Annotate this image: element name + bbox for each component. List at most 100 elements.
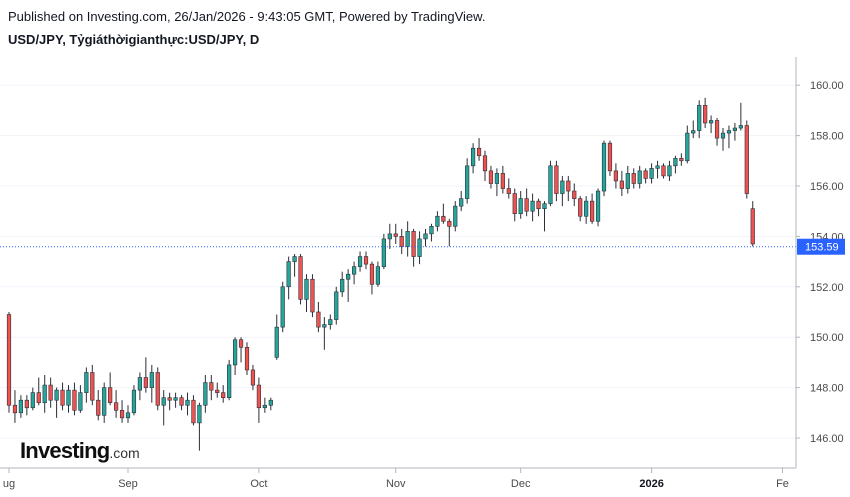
candle-down — [316, 301, 321, 333]
candle-body — [167, 397, 172, 401]
candle-body — [24, 399, 29, 409]
candle-body — [131, 389, 137, 414]
candle-up — [435, 211, 440, 232]
candle-body — [256, 384, 262, 409]
candle-up — [548, 160, 553, 207]
candle-up — [625, 165, 630, 194]
candle-body — [322, 324, 327, 328]
candle-body — [268, 399, 273, 406]
candle-body — [292, 256, 297, 262]
candle-body — [363, 256, 369, 265]
candle-up — [292, 254, 297, 277]
candle-body — [393, 233, 398, 237]
candle-down — [411, 228, 416, 267]
candle-body — [708, 120, 714, 124]
x-tick-label: Oct — [250, 478, 267, 490]
candle-body — [744, 125, 749, 194]
chart-title: USD/JPY, Tỷgiáthờigianthực:USD/JPY, D — [8, 32, 260, 47]
candle-body — [310, 278, 315, 313]
candle-down — [256, 377, 262, 423]
candle-up — [137, 372, 143, 401]
candle-down — [238, 337, 244, 363]
candle-up — [518, 191, 523, 219]
candle-up — [334, 286, 339, 325]
candle-body — [340, 278, 345, 293]
candle-down — [631, 168, 636, 189]
candle-body — [369, 263, 375, 285]
candle-body — [375, 266, 381, 285]
candle-body — [476, 147, 482, 157]
candle-up — [268, 397, 273, 411]
candle-down — [12, 390, 18, 423]
candle-down — [119, 400, 125, 423]
candle-body — [54, 389, 59, 401]
candle-body — [637, 170, 642, 184]
candle-body — [697, 105, 702, 131]
candle-body — [554, 165, 559, 194]
candle-body — [685, 132, 690, 162]
y-tick-label: 150.00 — [810, 332, 844, 344]
candle-down — [488, 165, 494, 189]
time-axis[interactable]: ug Sep Oct Nov Dec 2026 Fe — [3, 468, 789, 490]
x-tick-label: Fe — [776, 478, 789, 490]
candle-up — [685, 125, 690, 164]
candle-down — [500, 165, 505, 194]
candle-down — [221, 385, 226, 403]
candle-down — [441, 203, 446, 224]
candle-up — [375, 261, 381, 287]
candle-up — [423, 228, 428, 247]
candle-down — [572, 183, 577, 207]
candle-up — [381, 233, 386, 270]
candle-down — [167, 392, 172, 411]
candle-up — [720, 128, 726, 151]
candle-body — [601, 142, 607, 192]
candle-body — [280, 286, 285, 328]
candle-up — [131, 385, 137, 416]
candle-body — [78, 392, 83, 411]
candle-down — [143, 357, 148, 393]
candle-body — [227, 364, 232, 398]
candle-up — [340, 271, 345, 297]
candle-body — [149, 372, 154, 388]
candle-down — [536, 198, 541, 217]
candle-body — [631, 173, 636, 184]
price-axis[interactable]: 146.00148.00150.00152.00154.00156.00158.… — [796, 80, 844, 445]
candle-body — [233, 339, 238, 366]
y-tick-label: 160.00 — [810, 80, 844, 92]
candle-body — [482, 155, 488, 172]
candle-up — [30, 387, 35, 411]
candle-body — [381, 238, 386, 267]
x-tick-label: Nov — [386, 478, 406, 490]
candle-up — [601, 140, 607, 197]
candle-body — [66, 389, 71, 406]
candle-body — [191, 399, 196, 424]
candle-down — [363, 251, 369, 270]
candle-up — [637, 165, 642, 189]
candle-up — [465, 158, 470, 204]
candle-body — [405, 231, 410, 247]
y-tick-label: 152.00 — [810, 282, 844, 294]
candle-up — [66, 385, 71, 413]
current-price-label: 153.59 — [797, 238, 845, 255]
candle-down — [369, 261, 375, 295]
candle-up — [102, 382, 107, 423]
candle-body — [459, 198, 464, 207]
candle-body — [36, 392, 41, 404]
candle-down — [72, 382, 77, 416]
candle-body — [161, 397, 166, 406]
candle-body — [119, 409, 125, 419]
candle-up — [470, 143, 476, 174]
candle-body — [524, 198, 529, 212]
candle-body — [173, 397, 178, 401]
candle-body — [470, 147, 476, 167]
candle-down — [643, 168, 648, 184]
candle-body — [607, 142, 613, 172]
candle-body — [143, 377, 148, 388]
candle-up — [161, 390, 166, 426]
candle-body — [423, 233, 428, 240]
candle-down — [447, 218, 452, 247]
candle-body — [298, 256, 303, 300]
candle-body — [42, 384, 47, 404]
candle-down — [578, 196, 583, 222]
